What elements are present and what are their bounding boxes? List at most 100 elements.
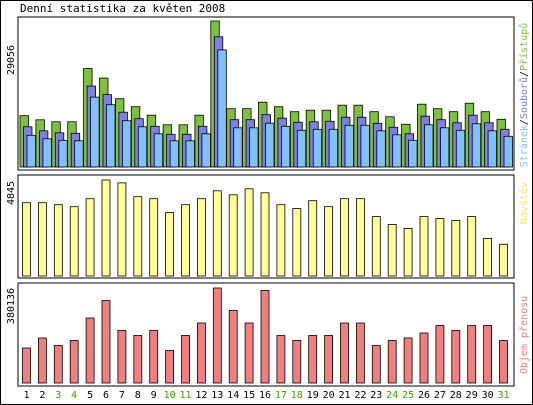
bottom-max-label: 380136 <box>6 288 17 324</box>
bar-objem <box>196 322 206 384</box>
x-axis-labels: 1 2 3 4 5 6 7 8 9 10 11 12 13 14 15 16 17 18 19 20 21 22 23 24 2… <box>23 390 509 401</box>
bar-objem <box>387 340 397 384</box>
bar-top-stranek <box>328 128 339 168</box>
bar-navstev <box>260 192 270 277</box>
x-tick-label: 29 <box>466 390 478 401</box>
x-tick-label: 31 <box>497 390 509 401</box>
bar-navstev <box>117 182 127 277</box>
bar-navstev <box>355 198 365 277</box>
bar-top-stranek <box>455 129 466 168</box>
bar-navstev <box>292 208 302 277</box>
bar-navstev <box>276 204 286 277</box>
bar-objem <box>117 330 127 384</box>
bar-objem <box>403 337 413 384</box>
bar-objem <box>292 340 302 384</box>
bar-top-stranek <box>265 122 275 168</box>
panel-bottom-border <box>17 282 515 387</box>
bar-navstev <box>499 243 508 277</box>
bar-navstev <box>38 202 47 277</box>
bar-top-stranek <box>58 139 68 168</box>
middle-side-legend: Návštěv <box>518 182 530 224</box>
bar-navstev <box>467 216 477 277</box>
bar-navstev <box>149 198 159 277</box>
bar-top-stranek <box>312 128 323 168</box>
x-tick-label: 16 <box>259 390 271 401</box>
bar-navstev <box>69 206 79 277</box>
bar-navstev <box>85 198 95 277</box>
x-tick-label: 3 <box>55 390 61 401</box>
bar-objem <box>244 322 254 384</box>
bar-objem <box>133 335 143 384</box>
bar-navstev <box>165 212 175 277</box>
bar-objem <box>451 330 461 384</box>
x-tick-label: 27 <box>434 390 446 401</box>
bar-top-stranek <box>217 49 227 168</box>
bar-navstev <box>483 237 493 277</box>
bars-layer <box>19 20 513 384</box>
x-tick-label: 20 <box>323 390 335 401</box>
x-tick-label: 1 <box>23 390 29 401</box>
bar-top-stranek <box>169 140 180 168</box>
bar-objem <box>53 345 63 384</box>
bar-top-stranek <box>487 130 498 168</box>
middle-max-label: 4845 <box>6 181 17 205</box>
panel-middle-border <box>17 174 515 279</box>
x-tick-label: 17 <box>275 390 287 401</box>
bar-top-stranek <box>90 96 100 168</box>
bar-objem <box>212 287 222 384</box>
bar-top-stranek <box>137 126 148 168</box>
bar-objem <box>101 300 111 384</box>
bar-objem <box>435 325 445 384</box>
x-tick-label: 9 <box>151 390 157 401</box>
bar-navstev <box>228 194 238 277</box>
x-tick-label: 10 <box>164 390 176 401</box>
bar-top-stranek <box>201 133 211 168</box>
bar-top-stranek <box>408 139 418 168</box>
bar-objem <box>69 340 79 384</box>
bar-top-stranek <box>503 135 513 168</box>
legend-sep-1: / <box>519 119 530 125</box>
bar-navstev <box>212 190 222 277</box>
bar-navstev <box>387 224 397 277</box>
bar-top-stranek <box>392 134 402 168</box>
top-side-legend: Stránek/Souborů/Přístupů <box>518 23 530 168</box>
x-tick-label: 30 <box>482 390 494 401</box>
bar-objem <box>276 335 286 384</box>
x-tick-label: 23 <box>370 390 382 401</box>
bar-navstev <box>403 227 413 277</box>
bar-top-stranek <box>249 127 259 168</box>
bar-objem <box>228 310 238 384</box>
bar-objem <box>324 335 334 384</box>
bar-navstev <box>340 198 349 277</box>
x-tick-label: 13 <box>211 390 223 401</box>
bar-top-stranek <box>376 130 386 168</box>
bar-objem <box>260 290 270 384</box>
bar-navstev <box>244 188 254 277</box>
x-tick-label: 15 <box>243 390 255 401</box>
bar-top-stranek <box>122 120 132 168</box>
bottom-side-legend: Objem přenosu <box>518 296 530 374</box>
x-tick-label: 24 <box>386 390 398 401</box>
bar-top-stranek <box>153 133 164 168</box>
bar-top-stranek <box>424 124 434 168</box>
bar-objem <box>85 317 95 384</box>
bar-objem <box>22 347 31 384</box>
bar-objem <box>499 340 508 384</box>
bar-objem <box>483 325 493 384</box>
bar-objem <box>467 325 477 384</box>
x-tick-label: 18 <box>291 390 303 401</box>
legend-souboru: Souborů <box>518 77 530 119</box>
bar-top-stranek <box>42 138 52 168</box>
bar-top-stranek <box>106 104 116 168</box>
bar-top-stranek <box>439 127 450 168</box>
bar-objem <box>419 332 429 384</box>
bar-navstev <box>133 196 143 277</box>
x-tick-label: 7 <box>119 390 125 401</box>
panel-top-border <box>17 16 515 171</box>
legend-sep-2: / <box>519 71 530 77</box>
x-tick-label: 6 <box>103 390 109 401</box>
bar-top-stranek <box>344 124 354 168</box>
x-tick-label: 11 <box>179 390 191 401</box>
x-tick-label: 2 <box>39 390 45 401</box>
x-tick-label: 12 <box>195 390 207 401</box>
